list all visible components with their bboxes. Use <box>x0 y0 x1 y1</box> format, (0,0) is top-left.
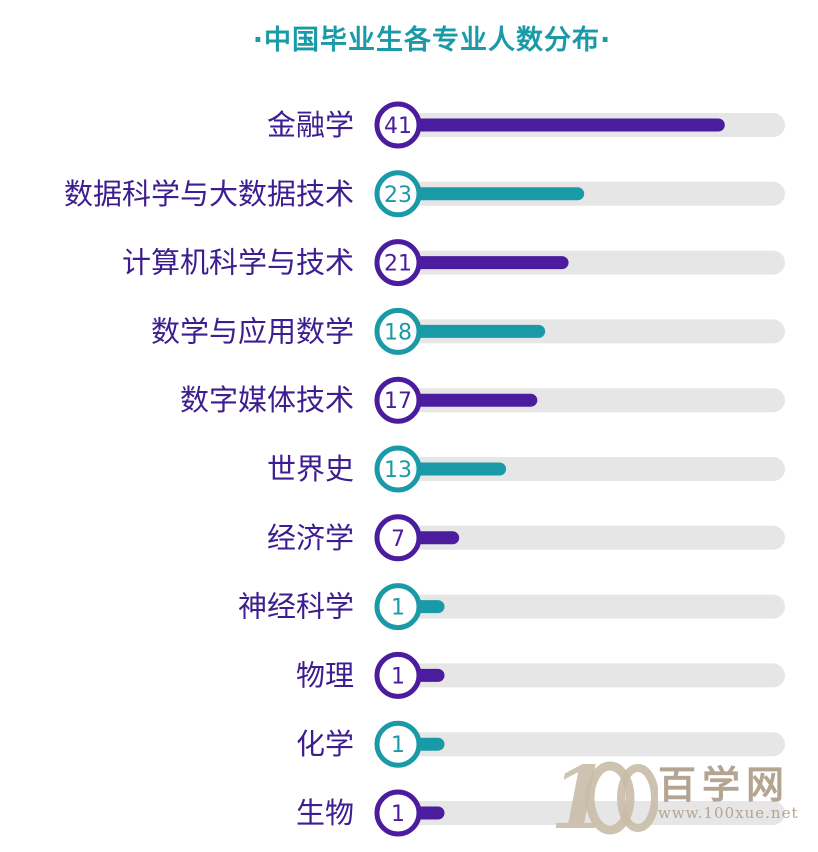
bar-value-label: 1 <box>391 664 405 689</box>
bar-value-badge <box>374 307 422 355</box>
category-label: 数学与应用数学 <box>151 314 354 348</box>
category-label: 计算机科学与技术 <box>122 246 354 280</box>
category-label: 数据科学与大数据技术 <box>64 177 354 211</box>
bar-value-badge <box>374 170 422 218</box>
category-label: 经济学 <box>267 521 354 555</box>
bar-value-badge <box>374 720 422 768</box>
bar-value-label: 1 <box>391 733 405 758</box>
category-label: 化学 <box>296 727 354 761</box>
bar-value-label: 1 <box>391 802 405 827</box>
bar-value-badge <box>374 583 422 631</box>
bar-value-badge <box>374 651 422 699</box>
category-label: 神经科学 <box>238 590 354 624</box>
bar-value-label: 7 <box>391 527 405 552</box>
bar-value-badge <box>374 514 422 562</box>
bar-value-badge <box>374 101 422 149</box>
category-label: 物理 <box>296 658 354 692</box>
category-label: 数字媒体技术 <box>180 383 354 417</box>
category-label: 生物 <box>296 796 354 830</box>
category-label: 世界史 <box>267 452 354 486</box>
bar-value-label: 23 <box>384 183 412 208</box>
watermark: 1 百学网 www.100xue.net <box>548 748 806 849</box>
bar-value-badge <box>374 445 422 493</box>
bar-value-label: 41 <box>384 114 412 139</box>
bar-value-badge <box>374 376 422 424</box>
logo-100-icon: 1 <box>550 748 659 849</box>
bar-value-badge <box>374 789 422 837</box>
watermark-logo-text: 百学网 <box>658 762 791 807</box>
category-label: 金融学 <box>267 108 354 142</box>
bar-value-label: 18 <box>384 320 412 345</box>
bar-value-label: 1 <box>391 596 405 621</box>
bar-value-label: 21 <box>384 252 412 277</box>
watermark-url: www.100xue.net <box>658 804 799 822</box>
bar-value-label: 17 <box>384 389 412 414</box>
chart-title: ·中国毕业生各专业人数分布· <box>252 25 612 56</box>
bar-value-label: 13 <box>384 458 412 483</box>
bar-value-badge <box>374 239 422 287</box>
